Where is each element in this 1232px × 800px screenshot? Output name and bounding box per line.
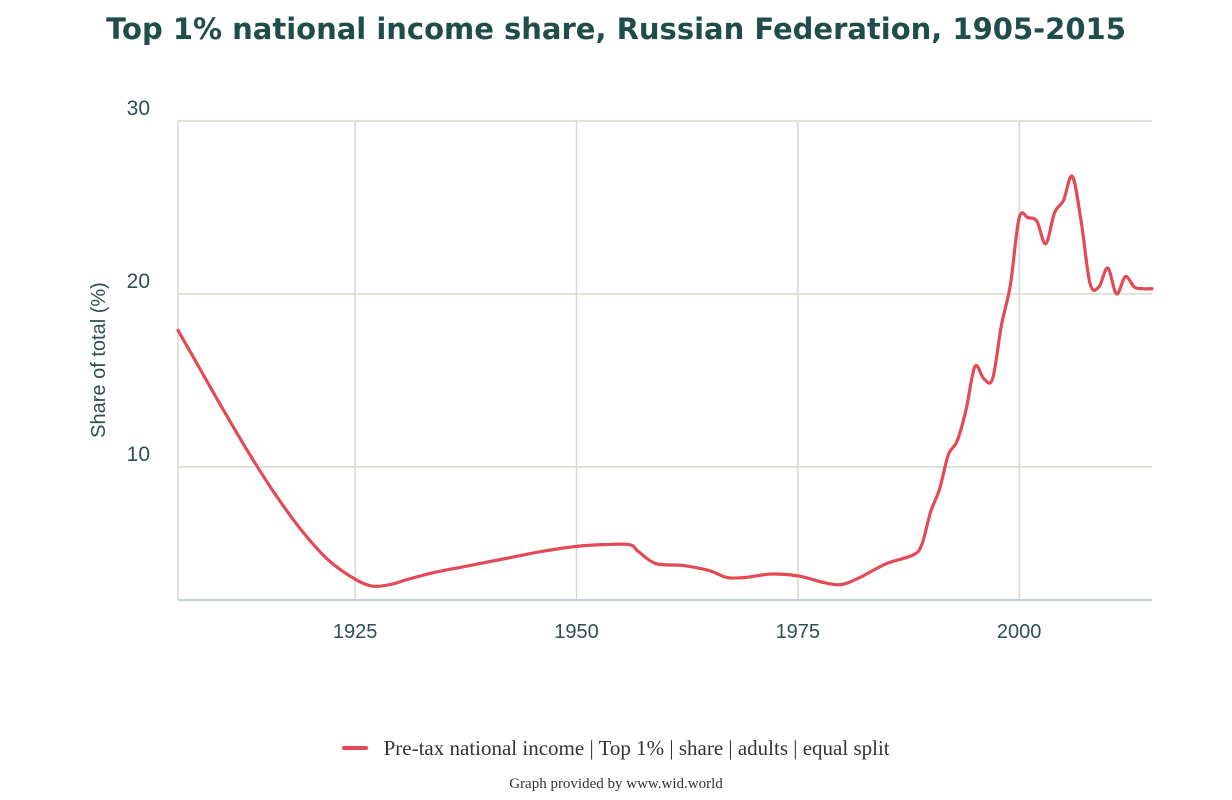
x-tick-label: 1975 <box>776 621 821 643</box>
x-tick-label: 1925 <box>333 621 378 643</box>
legend[interactable]: Pre-tax national income | Top 1% | share… <box>0 736 1232 761</box>
y-axis-label: Share of total (%) <box>88 282 110 438</box>
y-tick-label: 20 <box>127 270 150 293</box>
y-tick-labels: 10 20 30 <box>127 97 150 466</box>
y-tick-label: 30 <box>127 97 150 120</box>
footer-credit: Graph provided by www.wid.world <box>509 776 723 792</box>
legend-swatch <box>342 746 369 751</box>
x-tick-label: 1950 <box>554 621 599 643</box>
series-group <box>176 174 1154 589</box>
grid-lines <box>178 120 1152 600</box>
series-line <box>176 174 1154 589</box>
chart-title: Top 1% national income share, Russian Fe… <box>106 12 1126 46</box>
x-tick-label: 2000 <box>997 621 1042 643</box>
axes <box>177 121 1152 601</box>
y-tick-label: 10 <box>127 443 150 466</box>
legend-label: Pre-tax national income | Top 1% | share… <box>383 736 890 760</box>
x-tick-labels: 1925 1950 1975 2000 <box>333 621 1042 643</box>
